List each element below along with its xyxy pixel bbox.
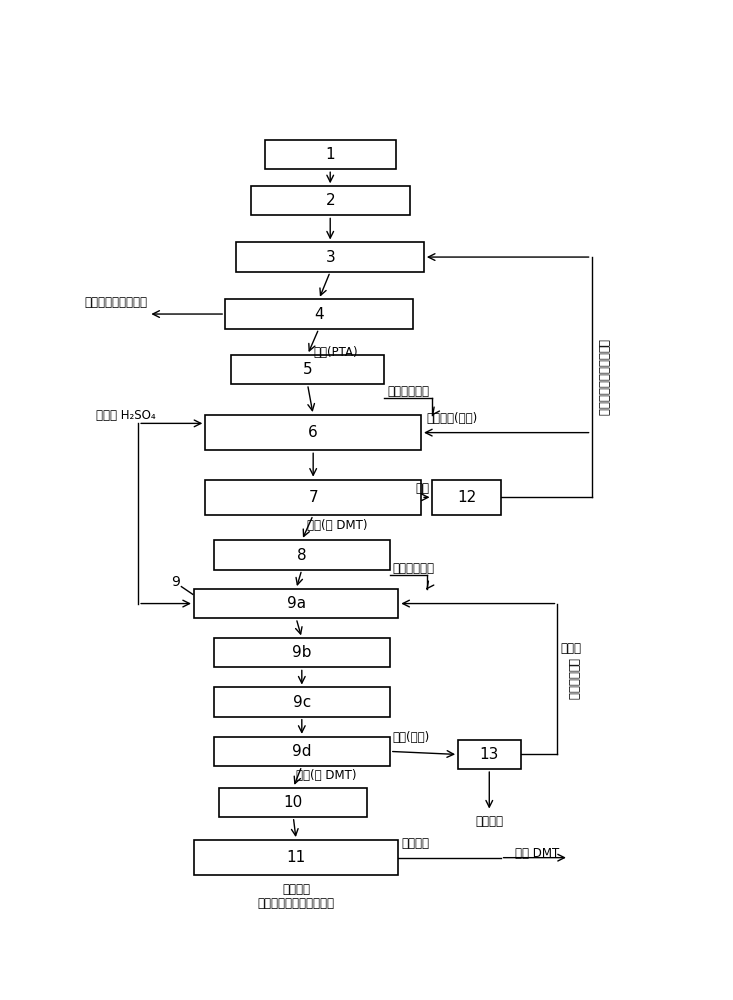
Text: （釜顶乙醇）: （釜顶乙醇） xyxy=(567,658,580,700)
Text: 液相(乙醇): 液相(乙醇) xyxy=(393,731,430,744)
FancyBboxPatch shape xyxy=(219,788,367,817)
Text: 6: 6 xyxy=(309,425,318,440)
Text: 10: 10 xyxy=(284,795,303,810)
Text: 塔底馏份（废硫酸、水）: 塔底馏份（废硫酸、水） xyxy=(597,339,609,416)
Text: 9c: 9c xyxy=(292,695,311,710)
Text: 11: 11 xyxy=(287,850,306,865)
FancyBboxPatch shape xyxy=(205,480,421,515)
FancyBboxPatch shape xyxy=(194,589,399,618)
FancyBboxPatch shape xyxy=(458,740,520,769)
FancyBboxPatch shape xyxy=(214,687,390,717)
Text: 8: 8 xyxy=(297,548,306,563)
Text: 新鲜乙醇补充: 新鲜乙醇补充 xyxy=(393,562,435,575)
Text: 新鲜甲醇补充: 新鲜甲醇补充 xyxy=(387,385,429,398)
Text: 釜底残液: 釜底残液 xyxy=(475,815,504,828)
Text: 液相: 液相 xyxy=(416,482,430,495)
Text: 固相(PTA): 固相(PTA) xyxy=(313,346,358,359)
Text: 塔底馏份: 塔底馏份 xyxy=(282,883,310,896)
Text: 9b: 9b xyxy=(292,645,312,660)
Text: 5: 5 xyxy=(303,362,312,377)
Text: 1: 1 xyxy=(325,147,335,162)
Text: 塔顶馏份: 塔顶馏份 xyxy=(401,837,430,850)
FancyBboxPatch shape xyxy=(265,140,396,169)
Text: 热乙醇: 热乙醇 xyxy=(560,642,581,655)
Text: 成品 DMT: 成品 DMT xyxy=(515,847,559,860)
FancyBboxPatch shape xyxy=(214,737,390,766)
FancyBboxPatch shape xyxy=(205,415,421,450)
Text: 7: 7 xyxy=(309,490,318,505)
Text: （对苯二甲酸单甲酯等）: （对苯二甲酸单甲酯等） xyxy=(257,897,335,910)
Text: 12: 12 xyxy=(457,490,476,505)
FancyBboxPatch shape xyxy=(214,638,390,667)
Text: 塔顶馏份(甲醇): 塔顶馏份(甲醇) xyxy=(427,412,478,425)
Text: 4: 4 xyxy=(314,307,324,322)
Text: 9: 9 xyxy=(172,575,180,589)
FancyBboxPatch shape xyxy=(214,540,390,570)
FancyBboxPatch shape xyxy=(237,242,424,272)
FancyBboxPatch shape xyxy=(251,186,410,215)
Text: 9a: 9a xyxy=(287,596,306,611)
Text: 13: 13 xyxy=(479,747,499,762)
Text: 固相(粗 DMT): 固相(粗 DMT) xyxy=(296,769,357,782)
Text: 液相排入后处理系统: 液相排入后处理系统 xyxy=(84,296,147,309)
Text: 3: 3 xyxy=(325,250,335,265)
FancyBboxPatch shape xyxy=(231,355,384,384)
Text: 2: 2 xyxy=(325,193,335,208)
Text: 9d: 9d xyxy=(292,744,312,759)
FancyBboxPatch shape xyxy=(194,840,399,875)
FancyBboxPatch shape xyxy=(432,480,501,515)
FancyBboxPatch shape xyxy=(225,299,413,329)
Text: 固相(粗 DMT): 固相(粗 DMT) xyxy=(308,519,368,532)
Text: 催化剂 H₂SO₄: 催化剂 H₂SO₄ xyxy=(96,409,156,422)
